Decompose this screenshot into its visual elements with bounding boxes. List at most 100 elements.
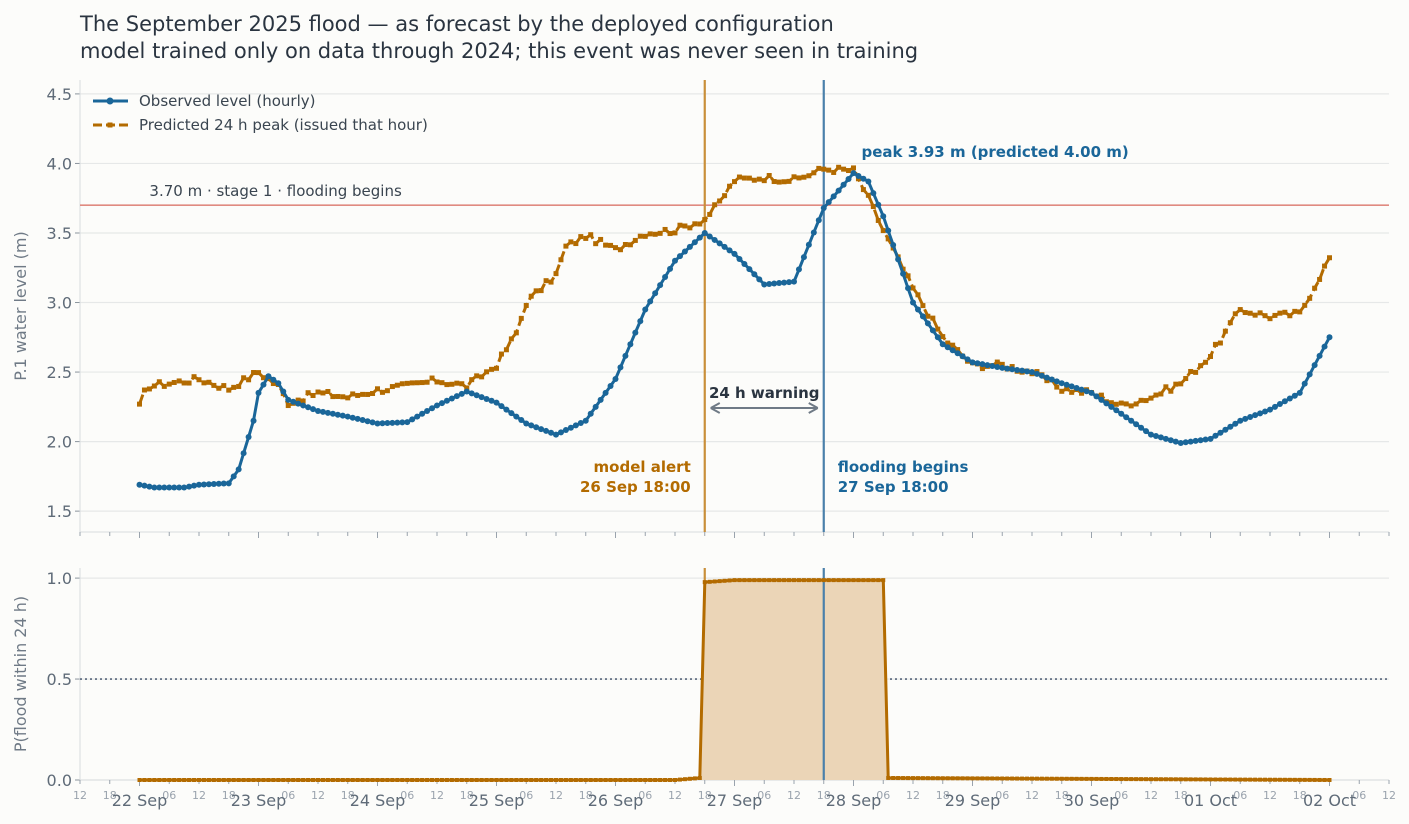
probability-point <box>474 778 479 782</box>
observed-point <box>1197 437 1204 444</box>
observed-point <box>1172 438 1179 445</box>
observed-point <box>384 420 391 427</box>
hour-tick-label: 18 <box>579 789 593 802</box>
probability-point <box>380 778 385 782</box>
hour-tick-label: 06 <box>757 789 771 802</box>
observed-point <box>895 256 902 263</box>
probability-point <box>1287 777 1292 782</box>
probability-point <box>216 778 221 782</box>
probability-point <box>1218 777 1223 782</box>
probability-point <box>1163 777 1168 782</box>
observed-point <box>1202 436 1209 443</box>
predicted-point <box>221 383 227 389</box>
observed-point <box>230 473 237 480</box>
probability-point <box>856 578 861 583</box>
observed-point <box>676 253 683 260</box>
probability-point <box>881 578 886 583</box>
probability-point <box>1203 777 1208 782</box>
alert-label-line2: 26 Sep 18:00 <box>580 478 691 496</box>
predicted-point <box>365 391 371 397</box>
probability-point <box>578 778 583 782</box>
observed-point <box>845 175 852 182</box>
observed-point <box>260 381 267 388</box>
probability-point <box>534 778 539 782</box>
predicted-point <box>1138 397 1144 403</box>
predicted-point <box>434 379 440 385</box>
predicted-point <box>216 385 222 391</box>
observed-point <box>964 356 971 363</box>
predicted-point <box>627 242 633 248</box>
observed-point <box>607 382 614 389</box>
predicted-point <box>1272 312 1278 318</box>
observed-point <box>766 280 773 287</box>
predicted-point <box>915 292 921 298</box>
observed-point <box>627 341 634 348</box>
observed-point <box>934 334 941 341</box>
observed-point <box>662 274 669 281</box>
observed-point <box>1043 374 1050 381</box>
predicted-point <box>1054 384 1060 390</box>
probability-point <box>1064 776 1069 781</box>
predicted-point <box>285 403 291 409</box>
observed-point <box>672 257 678 264</box>
predicted-point <box>454 380 460 386</box>
predicted-point <box>846 168 852 174</box>
observed-point <box>1276 401 1283 408</box>
probability-point <box>375 778 380 782</box>
observed-point <box>667 265 674 272</box>
probability-point <box>236 778 241 782</box>
predicted-point <box>513 330 519 336</box>
predicted-point <box>697 221 703 227</box>
observed-point <box>701 229 708 236</box>
predicted-point <box>1297 309 1303 315</box>
observed-point <box>1068 383 1075 390</box>
probability-point <box>484 778 489 782</box>
observed-point <box>498 403 505 410</box>
predicted-point <box>598 236 604 242</box>
predicted-point <box>880 228 886 234</box>
probability-point <box>891 776 896 781</box>
predicted-point <box>766 173 772 179</box>
probability-point <box>1074 776 1079 781</box>
probability-point <box>1238 777 1243 782</box>
observed-point <box>949 347 956 354</box>
observed-point <box>830 193 837 200</box>
observed-point <box>1148 431 1154 438</box>
observed-point <box>1177 439 1184 446</box>
predicted-point <box>528 293 534 299</box>
probability-point <box>930 776 935 781</box>
probability-point <box>320 778 325 782</box>
observed-point <box>200 481 207 488</box>
predicted-point <box>1079 390 1085 396</box>
observed-point <box>448 395 455 402</box>
predicted-point <box>687 225 693 231</box>
probability-point <box>211 778 216 782</box>
probability-point <box>1282 777 1287 782</box>
probability-point <box>435 778 439 782</box>
probability-point <box>177 778 182 782</box>
probability-point <box>1268 777 1272 782</box>
predicted-point <box>637 233 643 239</box>
predicted-point <box>776 179 782 185</box>
predicted-point <box>543 278 549 284</box>
probability-point <box>846 578 851 583</box>
day-tick-label: 27 Sep <box>707 791 763 810</box>
probability-point <box>1327 778 1332 782</box>
probability-point <box>316 778 320 782</box>
probability-point <box>1223 777 1228 782</box>
probability-point <box>896 776 901 781</box>
observed-point <box>1118 410 1125 417</box>
probability-point <box>1089 776 1094 781</box>
predicted-point <box>1203 359 1209 365</box>
probability-point <box>613 778 618 782</box>
probability-point <box>1297 777 1302 782</box>
observed-point <box>637 318 644 325</box>
observed-point <box>855 172 862 179</box>
predicted-point <box>662 226 668 232</box>
probability-point <box>747 578 752 583</box>
predicted-point <box>722 193 728 199</box>
predicted-point <box>270 381 276 387</box>
probability-point <box>816 578 821 583</box>
observed-point <box>612 376 619 383</box>
probability-point <box>1039 776 1044 781</box>
